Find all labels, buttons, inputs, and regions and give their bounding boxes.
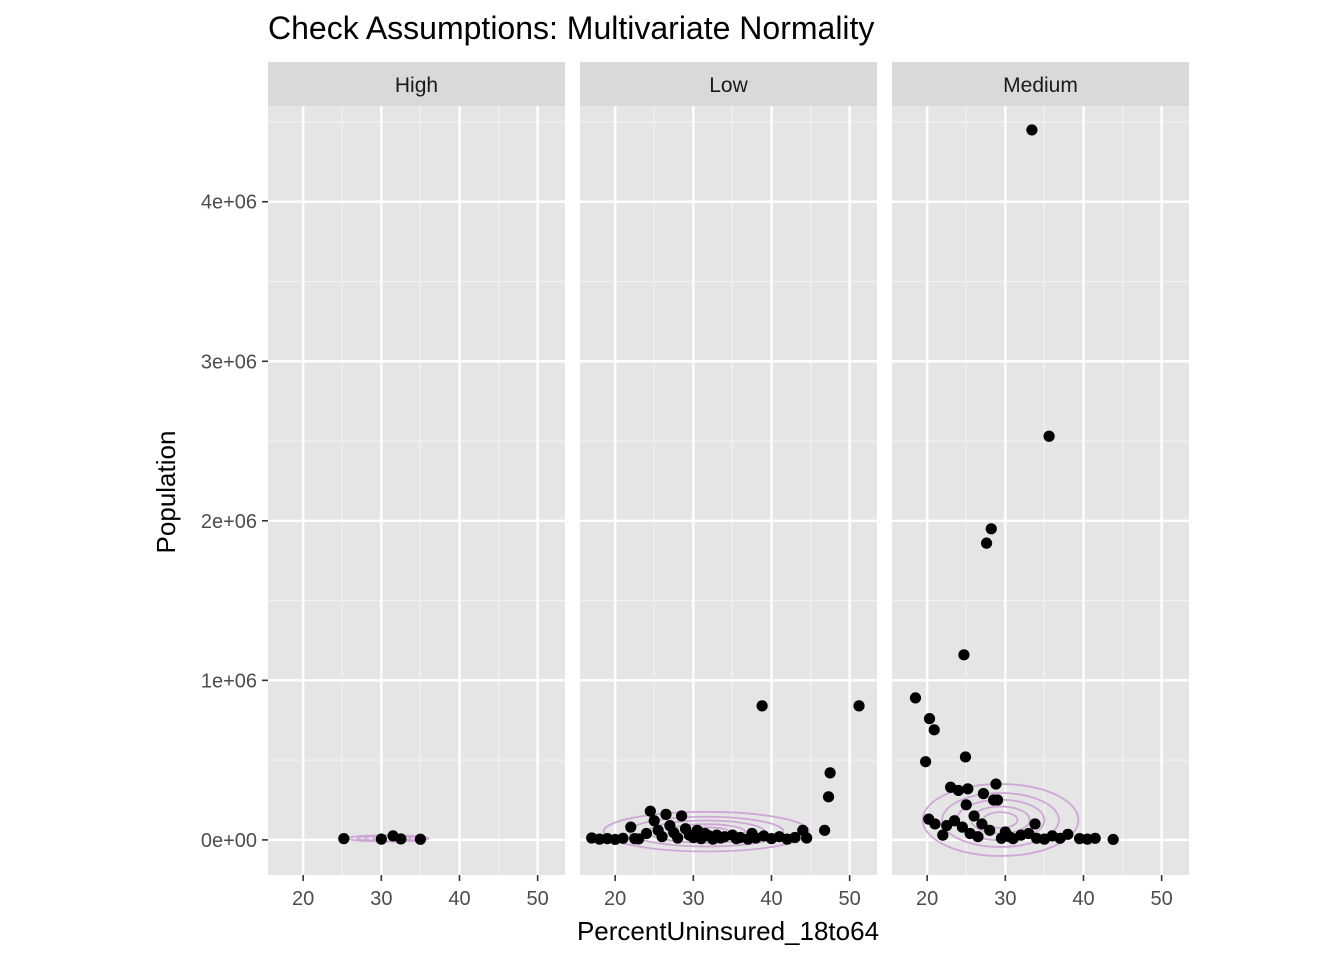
y-tick-label: 1e+06 bbox=[201, 670, 257, 692]
data-point bbox=[672, 832, 684, 844]
x-tick-label: 30 bbox=[994, 888, 1016, 910]
facet-panels: High 20 30 40 50 Low 20 30 40 50 Medium 20 30 40 50 bbox=[268, 62, 1189, 910]
data-point bbox=[984, 824, 996, 836]
data-point bbox=[928, 724, 940, 736]
facet-label: Low bbox=[709, 74, 748, 97]
data-point bbox=[1089, 832, 1101, 844]
x-tick-label: 20 bbox=[292, 888, 314, 910]
data-point bbox=[660, 808, 672, 820]
x-tick-label: 20 bbox=[916, 888, 938, 910]
y-tick-label: 4e+06 bbox=[201, 192, 257, 214]
data-point bbox=[853, 700, 865, 712]
data-point bbox=[1029, 818, 1041, 830]
data-point bbox=[801, 832, 813, 844]
data-point bbox=[375, 833, 387, 845]
facet-label: Medium bbox=[1003, 74, 1078, 97]
data-point bbox=[1062, 828, 1074, 840]
x-tick-label: 50 bbox=[839, 888, 861, 910]
x-tick-label: 40 bbox=[1072, 888, 1094, 910]
data-point bbox=[617, 832, 629, 844]
x-tick-label: 40 bbox=[448, 888, 470, 910]
data-point bbox=[956, 821, 968, 833]
x-tick-label: 40 bbox=[760, 888, 782, 910]
data-point bbox=[923, 713, 936, 725]
facet-panel-low: Low 20 30 40 50 bbox=[580, 62, 877, 910]
data-point bbox=[648, 815, 660, 827]
data-point bbox=[395, 833, 407, 845]
density-contour bbox=[602, 810, 811, 853]
data-point bbox=[958, 649, 970, 661]
data-point bbox=[756, 700, 768, 712]
data-point bbox=[937, 829, 949, 841]
chart-title: Check Assumptions: Multivariate Normalit… bbox=[268, 10, 874, 46]
data-point bbox=[976, 818, 988, 830]
data-point bbox=[909, 692, 922, 704]
data-point bbox=[977, 788, 990, 800]
data-point bbox=[980, 537, 993, 549]
y-tick-label: 2e+06 bbox=[201, 511, 257, 533]
x-tick-label: 30 bbox=[682, 888, 704, 910]
data-point bbox=[948, 815, 961, 827]
data-point bbox=[952, 784, 965, 797]
data-point bbox=[1107, 833, 1119, 846]
x-tick-label: 30 bbox=[370, 888, 392, 910]
density-contour bbox=[941, 792, 1060, 848]
x-axis-title: PercentUninsured_18to64 bbox=[577, 916, 879, 946]
x-tick-label: 50 bbox=[1151, 888, 1173, 910]
x-tick-label: 50 bbox=[527, 888, 549, 910]
data-point bbox=[960, 799, 972, 811]
facet-strip bbox=[892, 62, 1189, 106]
y-axis-title: Population bbox=[151, 431, 181, 554]
y-tick-label: 0e+00 bbox=[201, 830, 257, 852]
y-axis: 0e+00 1e+06 2e+06 3e+06 4e+06 bbox=[201, 192, 268, 852]
data-point bbox=[962, 783, 974, 795]
data-point bbox=[633, 833, 645, 845]
facet-panel-high: High 20 30 40 50 bbox=[268, 62, 565, 910]
data-point bbox=[972, 831, 984, 843]
data-point bbox=[824, 767, 836, 779]
data-point bbox=[789, 831, 801, 844]
y-tick-label: 3e+06 bbox=[201, 351, 257, 373]
panel-background bbox=[580, 106, 877, 875]
data-point bbox=[959, 751, 972, 763]
data-point bbox=[990, 778, 1002, 790]
data-point bbox=[991, 794, 1004, 806]
data-point bbox=[968, 810, 980, 822]
data-point bbox=[338, 833, 350, 845]
data-point bbox=[656, 831, 668, 843]
data-point bbox=[920, 756, 932, 768]
data-point bbox=[676, 810, 688, 822]
data-point bbox=[414, 833, 427, 845]
facet-label: High bbox=[395, 74, 438, 97]
data-point bbox=[985, 523, 997, 535]
panel-background bbox=[892, 106, 1189, 875]
data-point bbox=[1043, 430, 1055, 442]
panel-background bbox=[268, 106, 565, 875]
data-point bbox=[644, 805, 656, 817]
data-point bbox=[1026, 124, 1038, 136]
facet-panel-medium: Medium 20 30 40 50 bbox=[892, 62, 1189, 910]
facet-strip bbox=[268, 62, 565, 106]
data-point bbox=[819, 824, 831, 836]
data-point bbox=[929, 818, 941, 830]
data-point bbox=[625, 821, 637, 833]
data-point bbox=[640, 827, 653, 840]
facet-strip bbox=[580, 62, 877, 106]
x-tick-label: 20 bbox=[604, 888, 626, 910]
data-point bbox=[822, 791, 835, 803]
